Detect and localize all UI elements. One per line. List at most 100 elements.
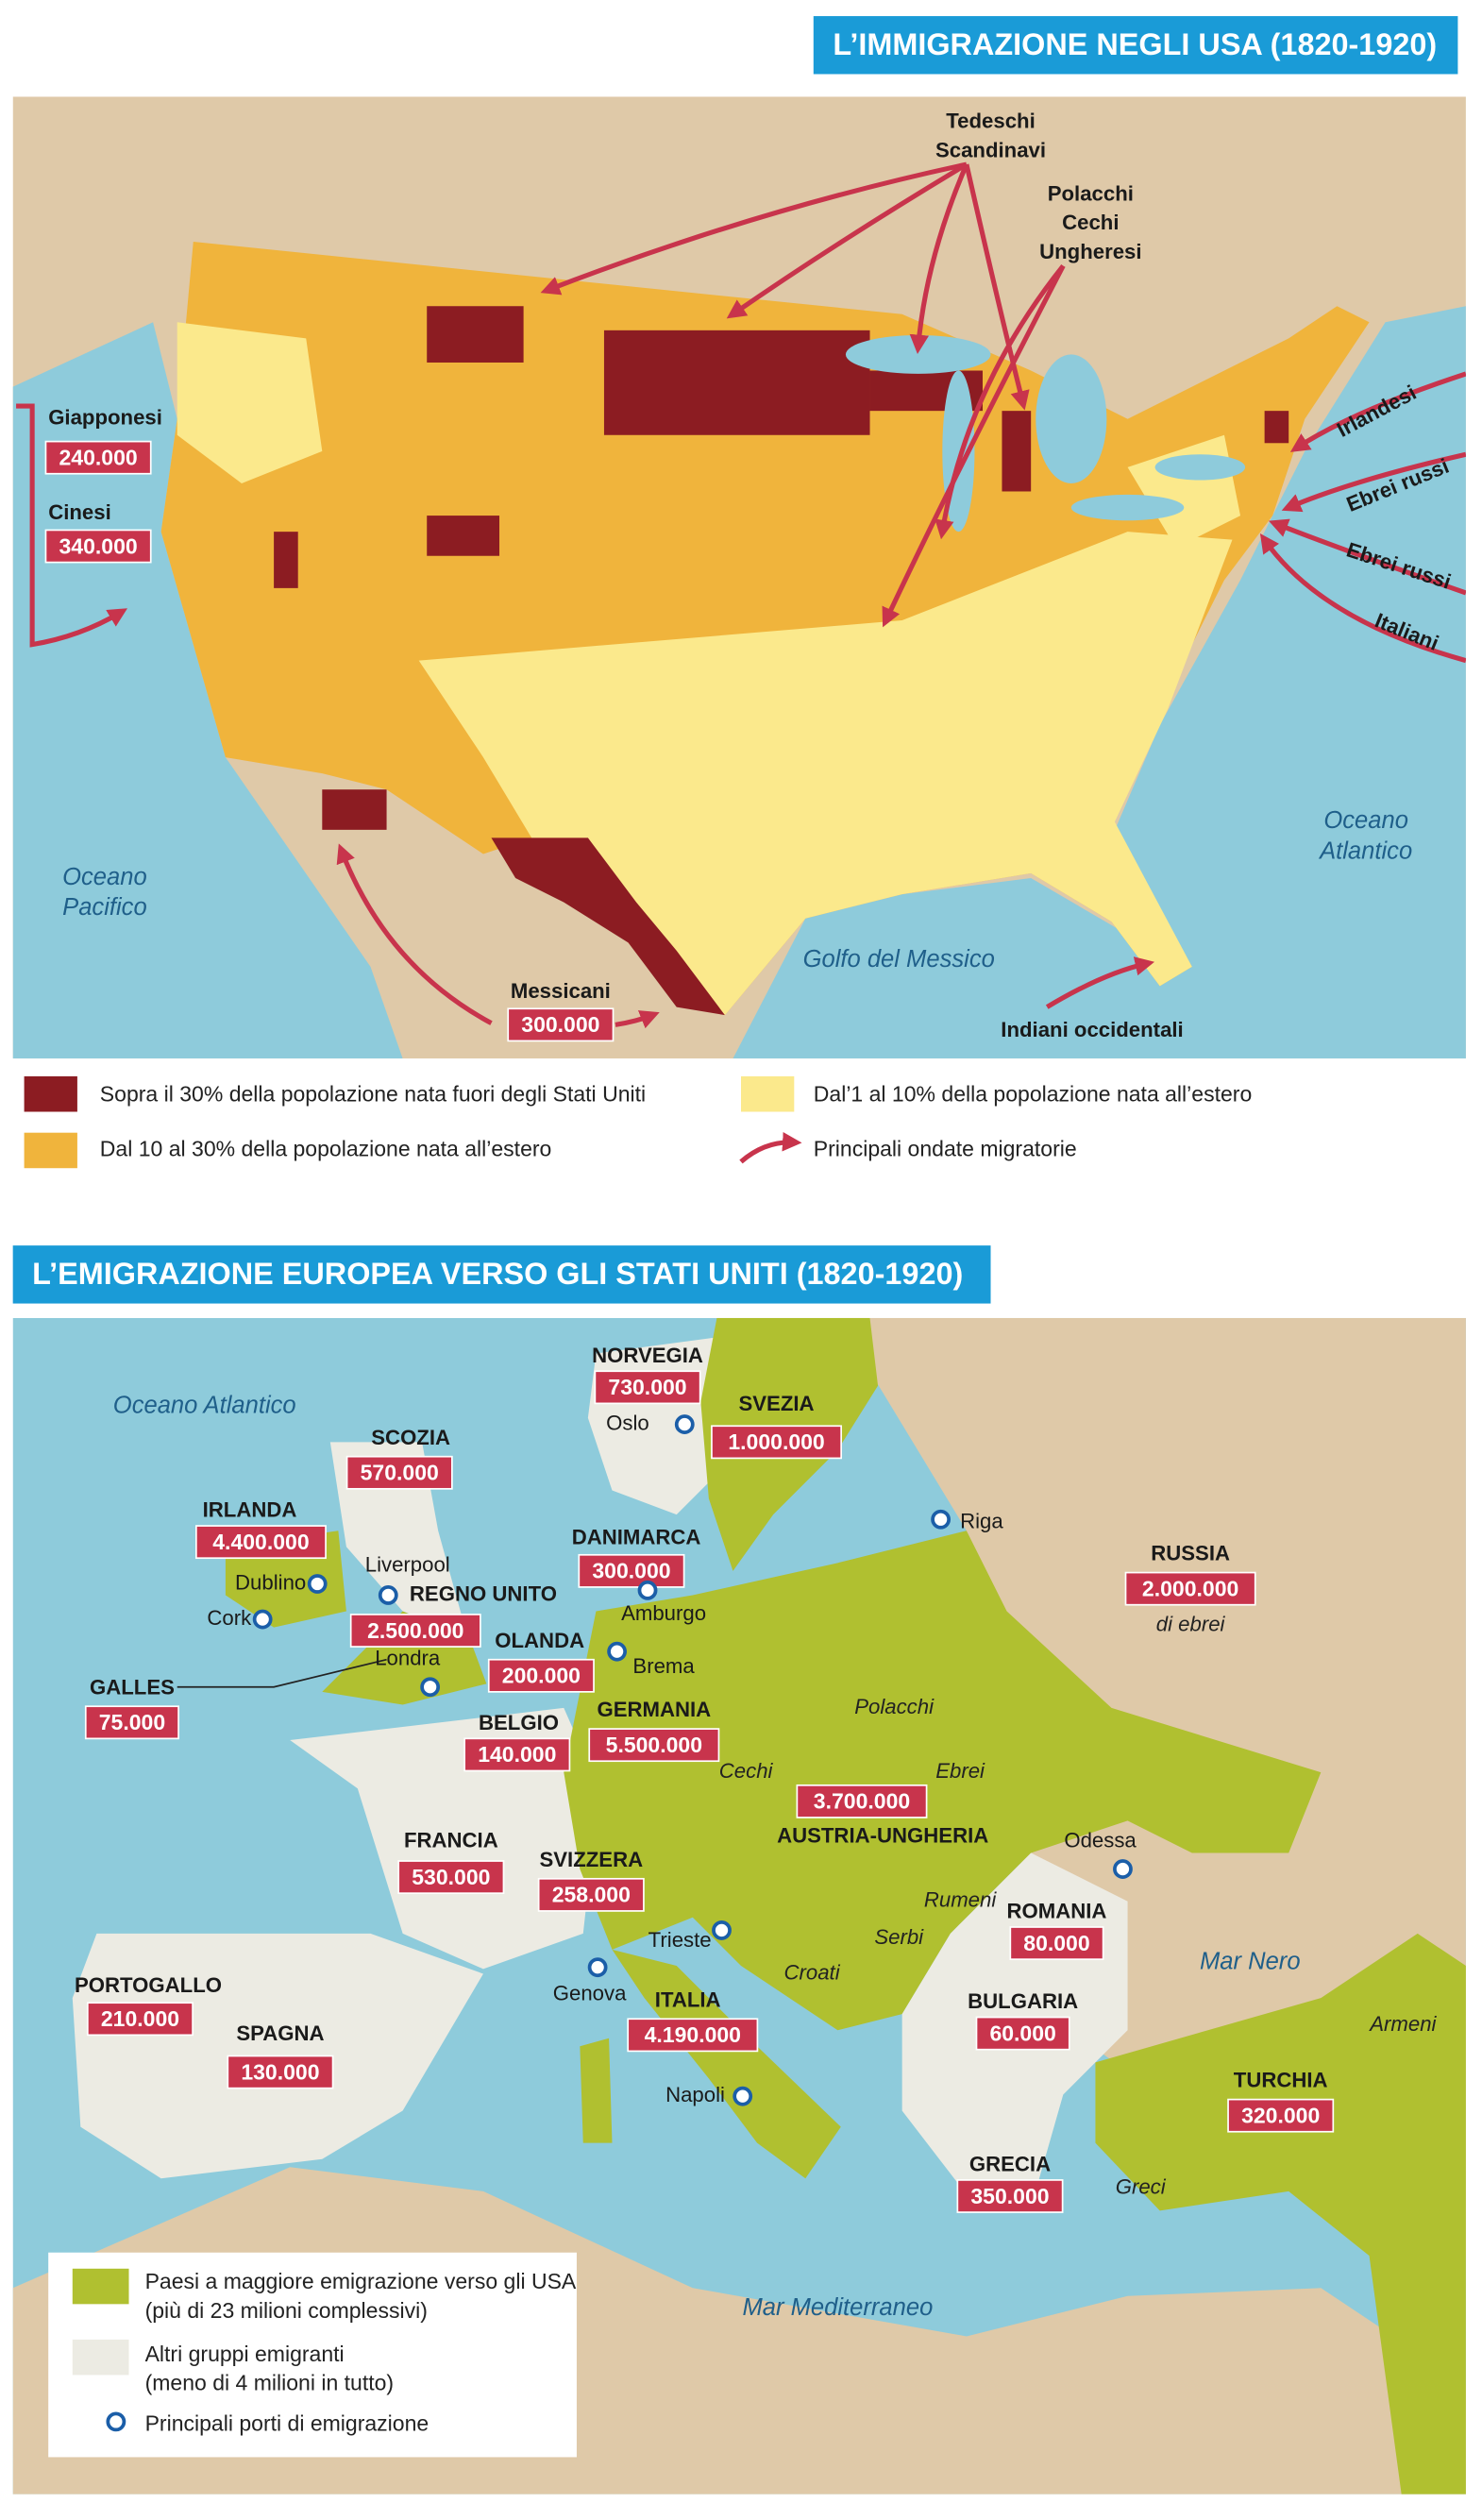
country-name: GALLES [90, 1675, 175, 1699]
group-label: Messicani [511, 979, 611, 1003]
usa-map [12, 96, 1466, 1059]
port-label: Riga [960, 1510, 1003, 1533]
country-name: OLANDA [495, 1629, 584, 1652]
lake [1154, 454, 1246, 481]
port-marker [931, 1509, 952, 1530]
value-box [711, 1425, 842, 1460]
group-label: Scandinavi [935, 138, 1046, 161]
country-name: PORTOGALLO [75, 1973, 222, 1997]
value-label: 320.000 [1241, 2103, 1320, 2127]
legend-label: Paesi a maggiore emigrazione verso gli U… [145, 2269, 577, 2293]
port-label: Amburgo [621, 1601, 706, 1625]
value-label: 80.000 [1023, 1931, 1089, 1955]
lake [1070, 494, 1185, 521]
legend-label: Principali ondate migratorie [814, 1137, 1077, 1161]
water-label: Pacifico [62, 894, 147, 921]
arrow [882, 264, 1066, 628]
water-label: Golfo del Messico [803, 946, 995, 972]
country-name: ROMANIA [1007, 1900, 1107, 1923]
country-name: RUSSIA [1151, 1542, 1230, 1565]
value-box [463, 1737, 571, 1772]
legend-label: Dal’1 al 10% della popolazione nata all’… [814, 1082, 1252, 1107]
port-label: Londra [375, 1647, 441, 1670]
people-label: Serbi [874, 1925, 924, 1949]
port-label: Napoli [665, 2083, 725, 2106]
country-name: SPAGNA [236, 2021, 324, 2045]
lake [845, 334, 991, 374]
value-label: 300.000 [521, 1012, 599, 1037]
legend-port [106, 2411, 126, 2432]
europe-title: L’EMIGRAZIONE EUROPEA VERSO GLI STATI UN… [32, 1257, 963, 1291]
port-marker [674, 1414, 695, 1434]
value-label: 530.000 [412, 1865, 490, 1889]
value-box [956, 2179, 1064, 2213]
country-name: SVEZIA [738, 1392, 814, 1415]
value-box [537, 1877, 645, 1912]
port-label: Cork [207, 1606, 252, 1630]
migration-arrows [16, 161, 1466, 1029]
value-label: 130.000 [241, 2059, 319, 2084]
country-name: IRLANDA [203, 1498, 297, 1522]
people-label: Croati [784, 1960, 841, 1984]
value-box [1124, 1571, 1256, 1606]
value-label: 350.000 [970, 2184, 1049, 2208]
value-box [588, 1728, 720, 1763]
value-label: 60.000 [989, 2021, 1055, 2045]
country-name: AUSTRIA-UNGHERIA [777, 1823, 988, 1847]
value-label: 210.000 [101, 2006, 179, 2031]
high-share-areas [274, 306, 1289, 1016]
value-label: 4.190.000 [645, 2022, 741, 2047]
value-box [44, 529, 152, 564]
port-marker [607, 1641, 628, 1662]
water-label: Atlantico [1318, 838, 1412, 865]
europe-labels: Oceano Atlantico Mar Nero Mar Mediterraneo… [48, 1344, 1438, 2458]
group-label: Ungheresi [1039, 240, 1141, 263]
value-label: 140.000 [478, 1742, 556, 1767]
value-label: 5.500.000 [606, 1733, 702, 1757]
value-box [1009, 1926, 1104, 1960]
high-share-area [603, 330, 870, 435]
people-label: Polacchi [854, 1695, 935, 1718]
value-box [44, 440, 152, 475]
value-label: 200.000 [502, 1664, 581, 1688]
legend-label: (più di 23 milioni complessivi) [145, 2298, 428, 2323]
country-note: di ebrei [1156, 1613, 1226, 1636]
other-country [290, 1707, 599, 1970]
port-marker [712, 1920, 732, 1940]
arrow [1045, 956, 1155, 1009]
leader-line [177, 1658, 387, 1688]
group-label: Cinesi [48, 500, 111, 524]
major-country [1095, 1933, 1466, 2495]
country-name: ITALIA [655, 1987, 721, 2011]
value-label: 2.000.000 [1142, 1576, 1238, 1600]
legend-label: Principali porti di emigrazione [145, 2410, 429, 2435]
people-label: Cechi [719, 1759, 774, 1783]
water-label: Oceano Atlantico [113, 1393, 296, 1419]
people-label: Greci [1116, 2174, 1167, 2198]
value-box [594, 1370, 701, 1405]
arrow [964, 163, 1030, 411]
value-label: 75.000 [99, 1710, 165, 1734]
high-share-area [427, 306, 524, 363]
value-label: 730.000 [608, 1375, 686, 1399]
value-box [84, 1705, 179, 1740]
europe-title-bar [12, 1245, 991, 1304]
water-label: Mar Mediterraneo [742, 2294, 933, 2321]
major-country [564, 1531, 1322, 2031]
arrow [336, 843, 493, 1025]
country-name: BELGIO [479, 1711, 559, 1734]
high-share-area [322, 789, 387, 830]
port-label: Dublino [235, 1570, 306, 1594]
arrow [540, 161, 968, 296]
great-lakes [845, 334, 1246, 533]
value-label: 240.000 [59, 445, 137, 469]
value-label: 300.000 [592, 1559, 670, 1583]
port-label: Trieste [648, 1928, 712, 1952]
legend-label: Dal 10 al 30% della popolazione nata all… [100, 1137, 552, 1161]
high-share-area [274, 532, 298, 588]
high-share-area [1002, 411, 1032, 492]
country-name: TURCHIA [1234, 2069, 1328, 2092]
value-label: 3.700.000 [814, 1789, 910, 1814]
country-name: BULGARIA [968, 1989, 1078, 2013]
